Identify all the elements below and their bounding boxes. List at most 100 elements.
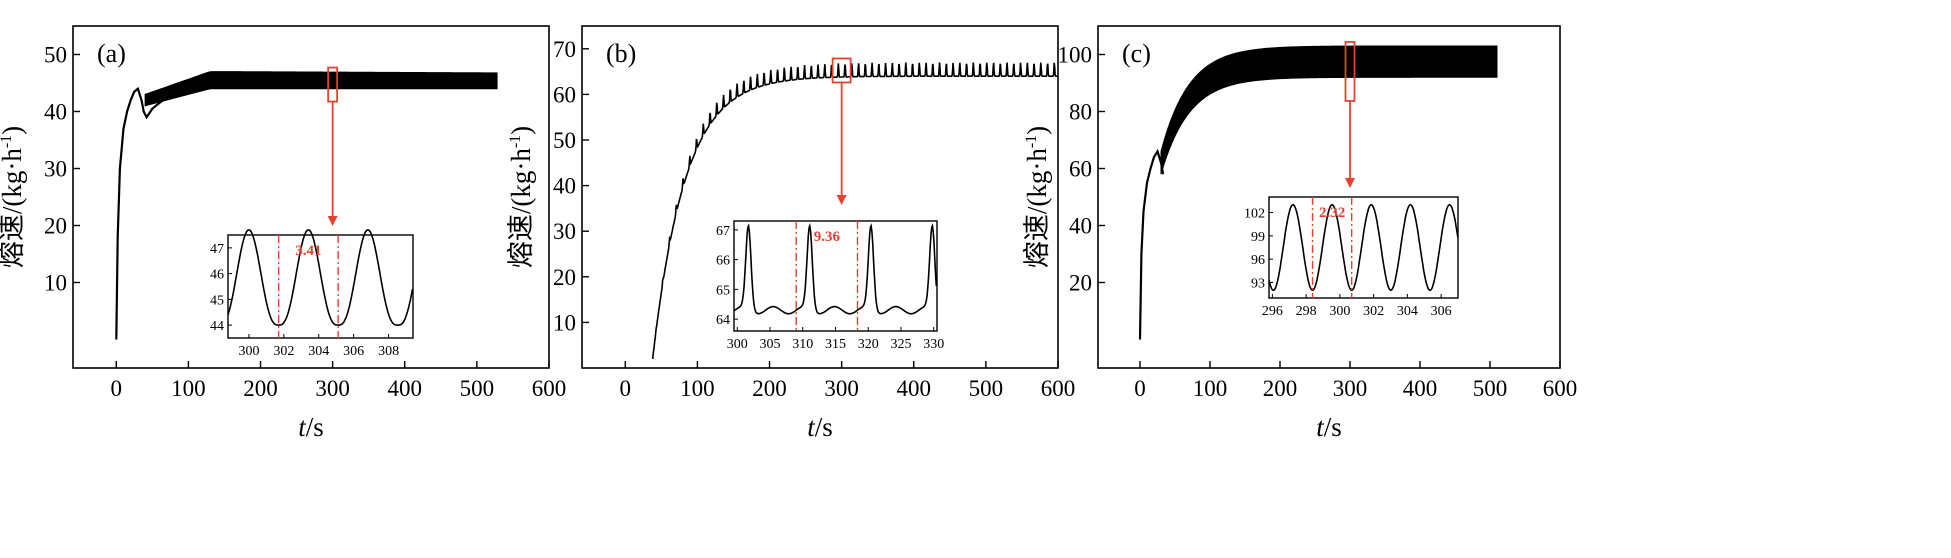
y-tick-label: 10 <box>553 310 576 335</box>
inset-y-tick-label: 99 <box>1251 230 1265 245</box>
inset-x-tick-label: 308 <box>378 344 399 359</box>
y-axis-label-exponent: -1 <box>1023 135 1040 148</box>
inset-series-line <box>1268 203 1459 292</box>
inset-y-tick-label: 66 <box>716 254 730 269</box>
inset-y-tick-label: 96 <box>1251 253 1265 268</box>
y-tick-label: 70 <box>553 37 576 62</box>
inset-y-tick-label: 64 <box>716 313 730 328</box>
x-tick-label: 200 <box>243 376 278 401</box>
inset-x-tick-label: 298 <box>1296 304 1317 319</box>
x-axis-label-var: t <box>1316 412 1325 442</box>
x-tick-label: 0 <box>1134 376 1146 401</box>
y-tick-label: 30 <box>553 219 576 244</box>
inset-x-tick-label: 315 <box>825 337 846 352</box>
plot-frame <box>72 25 550 369</box>
y-tick-label: 100 <box>1058 43 1093 68</box>
inset-x-tick-label: 305 <box>760 337 781 352</box>
inset-chart: 296 298 300 302 304 306 93 96 99 102 2.32 <box>1244 196 1459 319</box>
chart-panel-a: 0 100 200 300 400 500 6001020304050t/s熔速/(kg·h… <box>0 25 566 442</box>
inset-frame <box>733 220 938 332</box>
zoom-arrow-head <box>327 216 338 226</box>
inset-x-tick-label: 296 <box>1262 304 1283 319</box>
series-band <box>1160 45 1498 175</box>
inset-x-tick-label: 302 <box>273 344 294 359</box>
plot-frame <box>1097 25 1561 369</box>
x-tick-label: 100 <box>680 376 715 401</box>
inset-y-tick-label: 44 <box>210 319 224 334</box>
y-tick-label: 40 <box>44 100 67 125</box>
x-axis-label-var: t <box>807 412 816 442</box>
plot-frame <box>581 25 1059 369</box>
y-tick-label: 50 <box>553 128 576 153</box>
inset-x-tick-label: 325 <box>890 337 911 352</box>
period-label: 2.32 <box>1319 205 1345 221</box>
x-tick-label: 600 <box>1041 376 1076 401</box>
zoom-arrow-head <box>836 195 847 205</box>
x-tick-label: 300 <box>315 376 350 401</box>
panel-label: (c) <box>1122 39 1151 68</box>
x-axis-label: t/s <box>1316 412 1342 442</box>
x-axis-label: t/s <box>807 412 833 442</box>
inset-x-tick-label: 304 <box>308 344 329 359</box>
inset-x-tick-label: 300 <box>727 337 748 352</box>
inset-x-tick-label: 320 <box>858 337 879 352</box>
y-axis-label-quantity: 熔速 <box>506 214 537 268</box>
x-tick-label: 100 <box>1193 376 1228 401</box>
series-line <box>115 84 196 340</box>
panel-label: (b) <box>606 39 636 68</box>
series-line <box>1138 148 1165 340</box>
inset-y-tick-label: 67 <box>716 224 730 239</box>
x-axis-label: t/s <box>298 412 324 442</box>
x-tick-label: 400 <box>388 376 423 401</box>
y-tick-label: 20 <box>1069 271 1092 296</box>
x-axis-label-var: t <box>298 412 307 442</box>
inset-y-tick-label: 102 <box>1244 207 1265 222</box>
y-axis-label-close: ) <box>506 126 536 135</box>
y-axis-label-unit: /(kg·h <box>1022 148 1052 214</box>
inset-y-tick-label: 93 <box>1251 276 1265 291</box>
x-axis-label-unit: /s <box>815 412 833 442</box>
inset-x-tick-label: 300 <box>1329 304 1350 319</box>
y-tick-label: 40 <box>1069 214 1092 239</box>
x-tick-label: 600 <box>1543 376 1578 401</box>
y-axis-label-close: ) <box>0 126 27 135</box>
x-tick-label: 200 <box>752 376 787 401</box>
inset-y-tick-label: 45 <box>210 293 224 308</box>
x-tick-label: 400 <box>1403 376 1438 401</box>
x-tick-label: 200 <box>1263 376 1298 401</box>
x-tick-label: 0 <box>111 376 123 401</box>
x-tick-label: 400 <box>897 376 932 401</box>
x-tick-label: 500 <box>460 376 495 401</box>
y-axis-label-exponent: -1 <box>507 135 524 148</box>
x-axis-label-unit: /s <box>1324 412 1342 442</box>
x-tick-label: 100 <box>171 376 206 401</box>
x-axis-label-unit: /s <box>306 412 324 442</box>
chart-panel-b: 0 100 200 300 400 500 60010203040506070t/s熔速/(… <box>506 25 1076 442</box>
x-tick-label: 300 <box>824 376 859 401</box>
y-tick-label: 40 <box>553 174 576 199</box>
inset-series-line <box>227 229 414 326</box>
y-axis-label-quantity: 熔速 <box>0 214 28 268</box>
zoom-highlight-box <box>831 57 852 84</box>
y-axis-label-close: ) <box>1022 126 1052 135</box>
y-axis-label: 熔速/(kg·h-1) <box>506 126 537 268</box>
inset-x-tick-label: 306 <box>1431 304 1452 319</box>
x-tick-label: 500 <box>969 376 1004 401</box>
y-axis-label-unit: /(kg·h <box>506 148 536 214</box>
series-line <box>651 62 1058 359</box>
inset-y-tick-label: 65 <box>716 283 730 298</box>
inset-x-tick-label: 302 <box>1363 304 1384 319</box>
inset-x-tick-label: 330 <box>923 337 944 352</box>
zoom-arrow-head <box>1345 178 1355 188</box>
inset-series-line <box>733 223 938 315</box>
y-axis-label: 熔速/(kg·h-1) <box>1022 126 1053 268</box>
x-tick-label: 500 <box>1473 376 1508 401</box>
inset-y-tick-label: 46 <box>210 268 224 283</box>
y-tick-label: 80 <box>1069 100 1092 125</box>
y-tick-label: 50 <box>44 43 67 68</box>
panel-label: (a) <box>97 39 126 68</box>
y-axis-label-unit: /(kg·h <box>0 148 27 214</box>
inset-chart: 300 302 304 306 308 44 45 46 47 3.41 <box>210 229 414 359</box>
period-label: 3.41 <box>295 243 321 259</box>
